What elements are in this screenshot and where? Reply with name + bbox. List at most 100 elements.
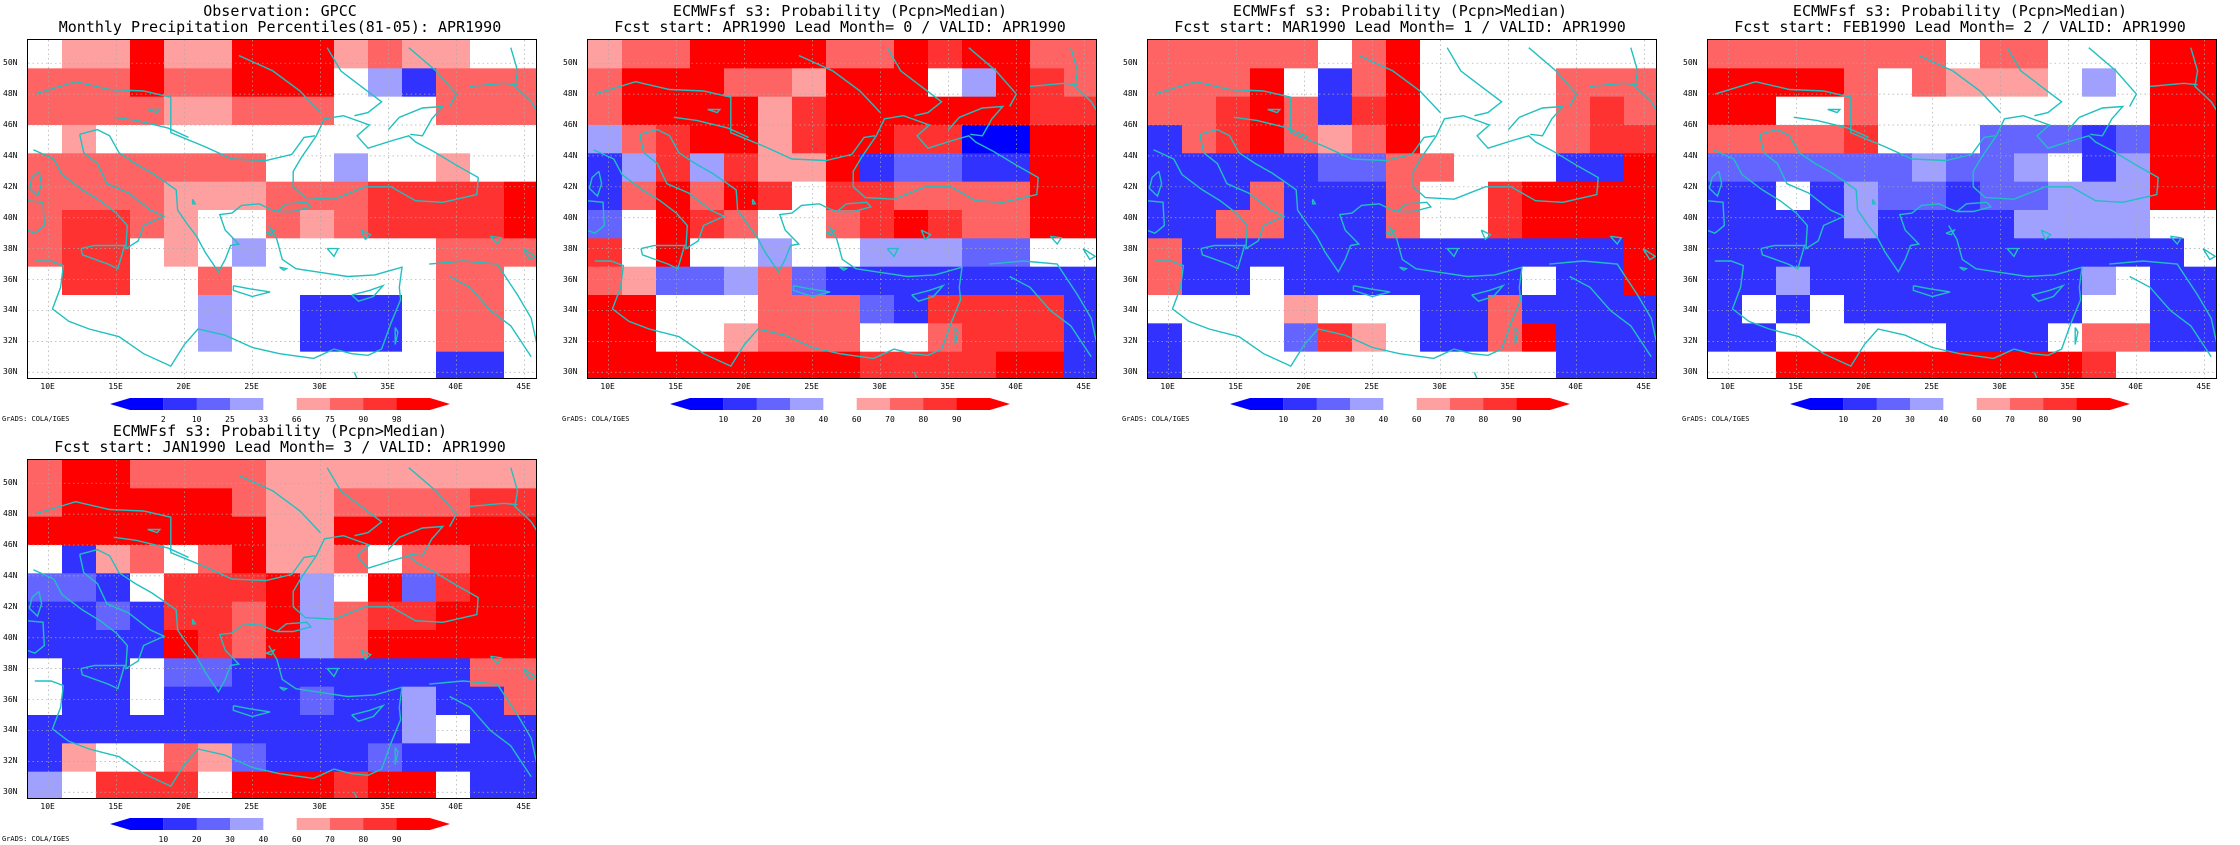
grid-cell <box>368 715 403 744</box>
grid-cell <box>96 351 131 378</box>
grid-cell <box>300 573 335 603</box>
coastline <box>947 105 1005 137</box>
grid-cell <box>1064 96 1096 126</box>
grid-cell <box>2014 351 2049 378</box>
grid-cell <box>1284 68 1319 98</box>
panel-subtitle: Fcst start: FEB1990 Lead Month= 2 / VALI… <box>1734 18 2186 36</box>
grid-cell <box>470 68 505 98</box>
grid-cell <box>1556 351 1591 378</box>
grid-cell <box>1386 295 1421 324</box>
grid-cell <box>164 238 199 268</box>
coastline <box>1708 170 1723 198</box>
coastline <box>852 114 1039 204</box>
grid-cell <box>266 323 301 353</box>
lat-tick-label: 30N <box>1683 367 1698 377</box>
grid-cell <box>1454 153 1489 183</box>
colorbar-swatch <box>1283 398 1318 410</box>
grid-cell <box>758 40 793 69</box>
colorbar-label: 40 <box>1938 415 1949 424</box>
colorbar-label: 60 <box>851 415 862 424</box>
grid-cell <box>28 68 63 98</box>
grid-cell <box>28 545 63 574</box>
lon-tick-label: 40E <box>2128 382 2143 391</box>
grid-cell <box>1030 40 1065 69</box>
grid-cell <box>588 125 623 154</box>
colorbar-label: 70 <box>2005 415 2015 424</box>
colorbar <box>1230 398 1570 410</box>
grid-cell <box>690 295 725 324</box>
grid-cell <box>1522 295 1557 324</box>
grid-cell <box>928 181 963 211</box>
colorbar-label: 90 <box>358 415 369 424</box>
colorbar-swatch <box>296 818 331 830</box>
grid-cell <box>96 460 131 489</box>
grid-cell <box>504 601 536 631</box>
grid-cell <box>758 238 793 268</box>
grid-cell <box>588 96 623 126</box>
grid-cell <box>860 210 895 239</box>
panel-subtitle: Monthly Precipitation Percentiles(81-05)… <box>58 18 502 36</box>
grid-cell <box>860 68 895 98</box>
coastline <box>326 667 340 678</box>
precip-grid <box>1148 40 1656 378</box>
grid-cell <box>588 68 623 98</box>
colorbar-label: 90 <box>1511 415 1522 424</box>
grads-credit: GrADS: COLA/IGES <box>1682 415 1750 423</box>
coastline <box>1148 170 1163 198</box>
grid-cell <box>198 460 233 489</box>
grid-cell <box>232 488 267 518</box>
colorbar-swatch <box>263 818 298 830</box>
grid-cell <box>130 68 165 98</box>
grid-cell <box>622 181 657 211</box>
grid-cell <box>1216 266 1251 296</box>
grid-cell <box>2116 351 2151 378</box>
colorbar-swatch <box>1876 398 1911 410</box>
grid-cell <box>860 323 895 353</box>
lat-tick-label: 40N <box>1123 212 1138 222</box>
grid-cell <box>164 295 199 324</box>
coastline <box>1972 114 2159 204</box>
grid-cell <box>300 295 335 324</box>
coastline <box>1945 228 1956 236</box>
grid-cell <box>334 686 369 716</box>
grid-cell <box>1250 68 1285 98</box>
grid-cell <box>62 351 97 378</box>
grid-cell <box>724 125 759 154</box>
grid-cell <box>656 40 691 69</box>
grid-cell <box>266 96 301 126</box>
grid-cell <box>96 658 131 688</box>
grid-cell <box>198 238 233 268</box>
grid-cell <box>164 545 199 574</box>
grid-cell <box>826 295 861 324</box>
grid-cell <box>402 771 437 798</box>
grid-cell <box>1318 181 1353 211</box>
grid-cell <box>2150 266 2185 296</box>
grid-cell <box>1352 153 1387 183</box>
lon-tick-label: 30E <box>1992 382 2007 391</box>
coastline <box>1569 275 1652 358</box>
grid-cell <box>368 771 403 798</box>
colorbar-label: 70 <box>1445 415 1455 424</box>
grid-cell <box>1912 210 1947 239</box>
lat-tick-label: 38N <box>3 663 18 673</box>
grid-cell <box>28 715 63 744</box>
lat-tick-label: 48N <box>563 89 578 99</box>
grid-cell <box>1742 266 1777 296</box>
grid-cell <box>334 266 369 296</box>
grid-cell <box>690 96 725 126</box>
grid-cell <box>1284 153 1319 183</box>
grid-cell <box>826 96 861 126</box>
grid-cell <box>1522 323 1557 353</box>
grid-cell <box>1980 295 2015 324</box>
grid-cell <box>368 573 403 603</box>
coastline <box>920 229 932 241</box>
coastline <box>79 548 278 694</box>
grid-cell <box>1878 125 1913 154</box>
lon-tick-label: 25E <box>244 802 259 811</box>
coastline <box>1793 116 1869 139</box>
grid-cell <box>860 295 895 324</box>
grid-cell <box>1488 153 1523 183</box>
lat-tick-label: 44N <box>1683 150 1698 160</box>
grid-cell <box>962 266 997 296</box>
grid-cell <box>1148 323 1183 353</box>
